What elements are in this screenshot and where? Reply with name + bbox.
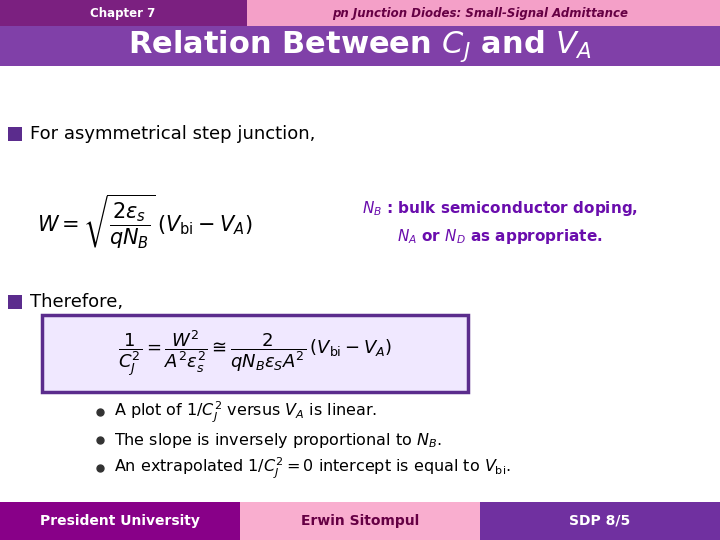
Text: $W = \sqrt{\dfrac{2\varepsilon_s}{qN_B}}\,\left(V_{\mathrm{bi}} - V_A\right)$: $W = \sqrt{\dfrac{2\varepsilon_s}{qN_B}}… xyxy=(37,193,253,251)
Text: An extrapolated $1/C_J^2 = 0$ intercept is equal to $V_{\mathrm{bi}}$.: An extrapolated $1/C_J^2 = 0$ intercept … xyxy=(114,455,511,481)
Text: The slope is inversely proportional to $N_B$.: The slope is inversely proportional to $… xyxy=(114,430,441,449)
Text: SDP 8/5: SDP 8/5 xyxy=(570,514,631,528)
Bar xyxy=(0,26,720,66)
Text: Erwin Sitompul: Erwin Sitompul xyxy=(301,514,419,528)
Bar xyxy=(42,315,468,392)
Bar xyxy=(8,127,22,141)
Text: pn Junction Diodes: Small-Signal Admittance: pn Junction Diodes: Small-Signal Admitta… xyxy=(332,6,628,19)
Text: $\dfrac{1}{C_J^2} = \dfrac{W^2}{A^2\varepsilon_s^2} \cong \dfrac{2}{qN_B\varepsi: $\dfrac{1}{C_J^2} = \dfrac{W^2}{A^2\vare… xyxy=(118,328,392,379)
Text: Relation Between $C_J$ and $V_A$: Relation Between $C_J$ and $V_A$ xyxy=(128,28,592,64)
Text: $N_B$ : bulk semiconductor doping,: $N_B$ : bulk semiconductor doping, xyxy=(362,199,638,218)
Text: For asymmetrical step junction,: For asymmetrical step junction, xyxy=(30,125,315,143)
Text: Chapter 7: Chapter 7 xyxy=(91,6,156,19)
Bar xyxy=(247,0,720,26)
Bar xyxy=(240,502,480,540)
Text: $N_A$ or $N_D$ as appropriate.: $N_A$ or $N_D$ as appropriate. xyxy=(397,226,603,246)
Text: President University: President University xyxy=(40,514,200,528)
Bar xyxy=(480,502,720,540)
Bar xyxy=(8,295,22,309)
Text: A plot of $1/C_J^2$ versus $V_A$ is linear.: A plot of $1/C_J^2$ versus $V_A$ is line… xyxy=(114,400,377,424)
Bar xyxy=(0,502,240,540)
Bar xyxy=(0,0,247,26)
Text: Therefore,: Therefore, xyxy=(30,293,123,311)
